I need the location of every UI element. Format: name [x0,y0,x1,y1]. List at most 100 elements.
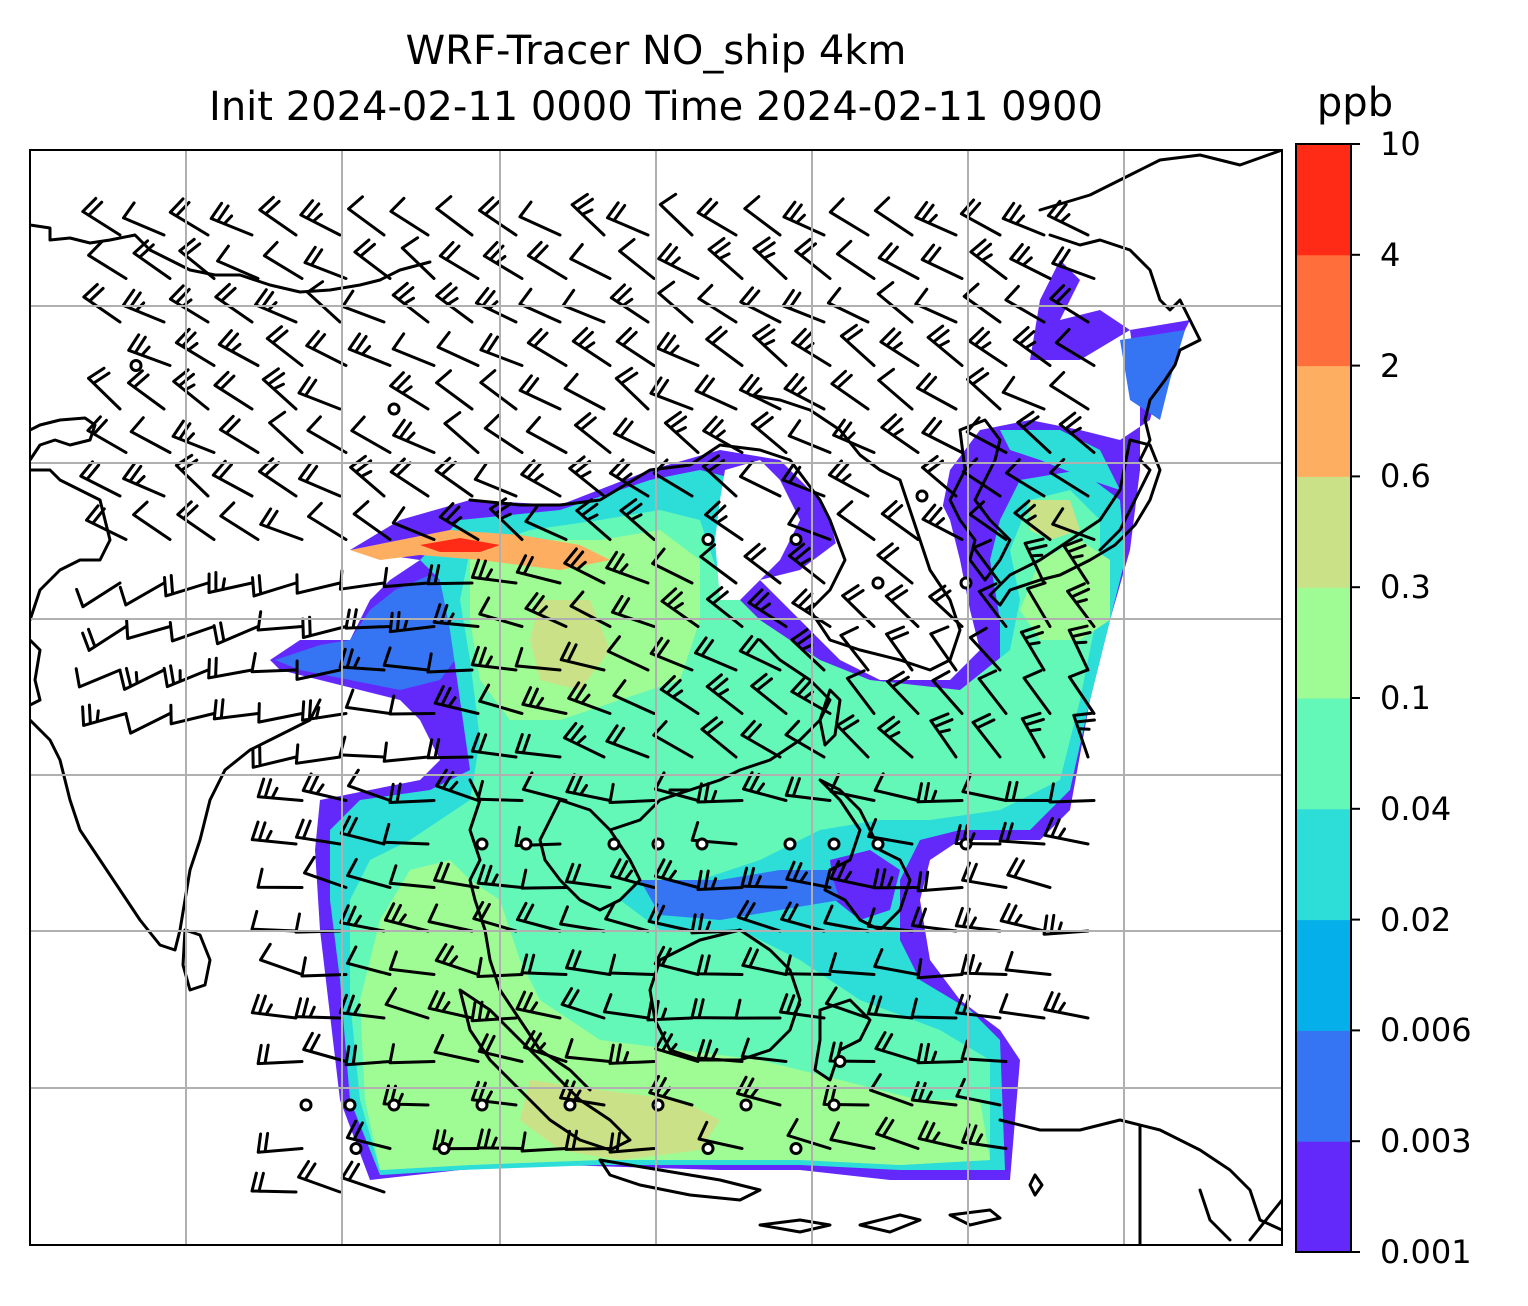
wind-barb [483,413,524,454]
wind-barb [382,822,430,846]
wind-barb [567,681,612,715]
wind-barb [251,574,298,598]
wind-barb [960,953,1008,976]
wind-barb [426,564,474,586]
wind-barb [784,776,832,802]
wind-barb [575,498,612,541]
wind-barb [1016,410,1052,454]
wind-barb [122,462,166,498]
wind-barb [1004,780,1052,802]
wind-barb [660,587,700,628]
wind-barb [302,1031,348,1063]
wind-barb [521,686,568,715]
wind-barb [121,288,166,324]
wind-barb [824,986,870,1020]
calm-marker [519,837,533,851]
colorbar-bin [1296,1141,1351,1253]
coast-china [468,393,962,792]
wind-barb [482,241,524,280]
wind-barb [388,1043,436,1065]
wind-barb [876,542,914,585]
wind-barb [784,954,832,976]
wind-barb [250,1171,298,1194]
wind-barb [479,369,518,411]
wind-barb [82,283,122,324]
wind-barb [998,993,1046,1020]
wind-barb [697,283,738,324]
wind-barb [346,945,392,976]
wind-barb [211,459,254,498]
wind-barb [752,236,788,280]
wind-barb [876,281,914,324]
wind-barbs [74,192,1096,1194]
field-white-gap-2 [830,460,960,650]
wind-barb [338,735,386,759]
wind-barb [427,903,474,933]
coast-ne-asia [1038,150,1282,552]
wind-barb [914,200,958,237]
wind-barb [473,462,518,498]
wind-barb [954,906,1002,933]
wind-barb [169,703,216,726]
wind-barb [118,666,166,691]
wind-barb [1051,246,1096,280]
wind-barb [435,768,480,802]
field-cyan-japan [1000,430,1120,490]
wind-barb [839,323,876,367]
wind-barb [132,500,172,541]
wind-barb [743,542,782,585]
wind-barb [832,418,876,454]
coast-islands-south [758,1173,1044,1234]
wind-barb [690,998,738,1020]
wind-barb [524,592,568,628]
wind-barb [790,676,832,715]
wind-barb [388,864,436,889]
wind-barb [1009,243,1052,280]
wind-barb [303,855,348,889]
wind-barb [1072,711,1096,759]
wind-barb [305,329,348,367]
wind-barb [122,201,166,237]
colorbar-tick-label: 4 [1380,235,1401,274]
wind-barb [1006,857,1052,889]
wind-barb [294,997,342,1020]
calm-marker [475,837,489,851]
wind-barb [786,1118,832,1150]
wind-barb [294,743,342,765]
wind-barb [433,861,480,889]
wind-barb [787,542,826,585]
wind-barb [654,858,700,889]
wind-barb [1004,950,1052,976]
colorbar-bin [1296,808,1351,921]
wind-barb [125,618,172,640]
wind-barb [295,573,342,595]
wind-barb [609,283,650,324]
wind-barb [526,328,568,367]
wind-barb [874,1031,920,1063]
wind-barb [520,953,568,976]
wind-barb [426,738,474,760]
coast-korea [948,418,1012,582]
colorbar-tick-label: 0.1 [1380,679,1431,717]
coast-borneo [648,928,802,1062]
field-blue-band [275,575,470,690]
wind-barb [250,909,298,933]
wind-barb [207,571,254,594]
wind-barb [400,236,436,280]
wind-barb [472,900,518,933]
wind-barb [784,719,826,759]
wind-barb [921,416,964,454]
wind-barb [704,500,744,541]
wind-barb [382,646,430,672]
wind-barb [663,410,700,454]
wind-barb [265,325,304,367]
wind-barb [162,664,210,689]
wind-barb [474,286,518,324]
wind-barb [434,943,480,976]
wind-barb [657,280,694,324]
coast-japan [988,438,1162,607]
wind-barb [1058,411,1096,454]
wind-barb [391,281,430,324]
field-red-streak [420,538,500,552]
wind-barb [75,581,122,609]
